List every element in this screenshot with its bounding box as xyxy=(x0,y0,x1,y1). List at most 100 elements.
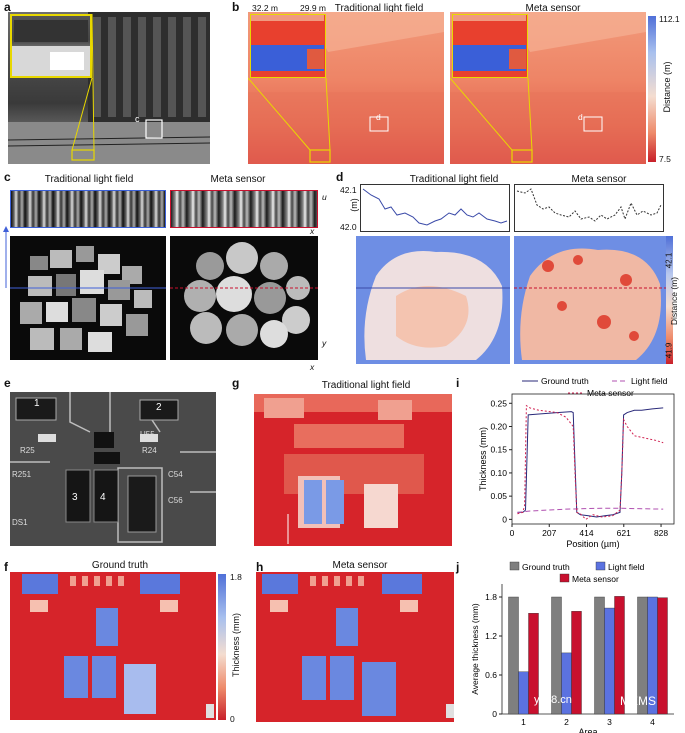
silk-u55: U55 xyxy=(140,430,155,439)
axis-y: y xyxy=(322,338,327,348)
legend-swatch xyxy=(559,573,570,583)
inset-b-meta xyxy=(452,14,528,78)
roi-label-d-right: d xyxy=(578,112,583,122)
title-b-traditional: Traditional light field xyxy=(334,3,424,14)
x-axis-label: Position (µm) xyxy=(566,539,619,549)
x-tick-label: 2 xyxy=(564,717,569,727)
epi-strip-meta xyxy=(170,190,318,228)
panel-letter-f: f xyxy=(4,560,8,574)
title-b-meta: Meta sensor xyxy=(525,3,581,14)
title-f: Ground truth xyxy=(91,560,149,571)
legend-label: Ground truth xyxy=(522,562,570,572)
bar-meta-sensor-area-1 xyxy=(528,613,539,715)
bar-light-field-area-1 xyxy=(518,671,529,715)
panel-letter-h: h xyxy=(256,560,264,574)
legend-label: Light field xyxy=(631,376,668,386)
axis-u: u xyxy=(322,192,327,202)
bar-light-field-area-3 xyxy=(604,607,615,715)
area-label-3: 3 xyxy=(72,492,78,503)
thickness-profile-chart: 0 0.05 0.10 0.15 0.20 0.25 0 207 414 621 828 Positi… xyxy=(478,376,675,549)
series-light-field xyxy=(517,507,664,513)
x-axis-label: Area xyxy=(578,727,597,733)
zoom-lines-a xyxy=(71,13,95,151)
arrow-c-left xyxy=(3,226,9,288)
panel-letter-j: j xyxy=(456,560,460,574)
bar-meta-sensor-area-3 xyxy=(614,596,625,715)
x-tick-label: 0 xyxy=(510,528,515,538)
legend-label: Meta sensor xyxy=(572,574,619,584)
watermark-left: ybx8.cn xyxy=(534,694,572,706)
panel-letter-c: c xyxy=(4,170,11,184)
profile-d-meta xyxy=(514,184,664,232)
title-c-traditional: Traditional light field xyxy=(44,174,134,185)
bar-ground-truth-area-3 xyxy=(594,596,605,715)
title-d-meta: Meta sensor xyxy=(571,174,627,185)
watermark-right: MEMS xyxy=(620,694,656,708)
panel-letter-i: i xyxy=(456,376,460,390)
y-tick-label: 0.25 xyxy=(490,398,507,408)
colorbar-f xyxy=(218,574,226,720)
x-tick-label: 4 xyxy=(650,717,655,727)
zoom-label-c: c xyxy=(135,114,140,124)
roi-label-d-left: d xyxy=(376,112,381,122)
axis-x-bottom: x xyxy=(310,362,315,372)
colorbar-d-min: 41.9 xyxy=(664,342,674,359)
thickness-map-ground-truth xyxy=(10,572,216,720)
crop-meta xyxy=(170,236,318,360)
y-tick-label: 0.05 xyxy=(490,491,507,501)
zoom-inset-a xyxy=(10,14,92,78)
colorbar-b-label: Distance (m) xyxy=(662,61,672,113)
colorbar-b-max: 112.1 xyxy=(659,14,680,24)
silk-r25: R25 xyxy=(20,446,35,455)
y-tick-label: 0 xyxy=(502,514,507,524)
profile-d-traditional xyxy=(360,184,510,232)
average-thickness-chart: 0 0.6 1.2 1.8 1 2 3 4 Area Average thickness (mm)… xyxy=(470,561,674,733)
colorbar-f-min: 0 xyxy=(230,714,235,724)
depth-map-meta xyxy=(450,12,646,164)
y-tick-label: 0.10 xyxy=(490,468,507,478)
x-tick-label: 828 xyxy=(654,528,668,538)
title-g: Traditional light field xyxy=(321,380,411,391)
legend-label: Meta sensor xyxy=(587,388,634,398)
panel-letter-e: e xyxy=(4,376,11,390)
series-ground-truth xyxy=(517,407,664,518)
inset-scale-right: 29.9 m xyxy=(300,3,326,13)
silk-c54: C54 xyxy=(168,470,183,479)
y-tick-label: 0.6 xyxy=(485,670,497,680)
x-tick-label: 207 xyxy=(542,528,556,538)
y-tick-label: 1.8 xyxy=(485,592,497,602)
colorbar-d-label: Distance (m) xyxy=(669,276,679,326)
legend-swatch xyxy=(595,561,606,571)
bar-ground-truth-area-1 xyxy=(508,596,519,715)
colorbar-b-min: 7.5 xyxy=(659,154,671,164)
bar-meta-sensor-area-2 xyxy=(571,611,582,715)
y-tick-label: 0.20 xyxy=(490,422,507,432)
y-tick-label: 0.15 xyxy=(490,445,507,455)
colorbar-b xyxy=(648,16,656,162)
crop-traditional xyxy=(10,236,166,360)
colorbar-f-label: Thickness (mm) xyxy=(231,613,241,678)
area-label-1: 1 xyxy=(34,398,40,409)
d-ytick-top: 42.1 xyxy=(340,185,357,195)
silk-ds1: DS1 xyxy=(12,518,28,527)
panel-letter-d: d xyxy=(336,170,344,184)
area-label-4: 4 xyxy=(100,492,106,503)
plot-frame xyxy=(511,393,675,525)
depth-crop-meta xyxy=(514,236,666,364)
title-d-traditional: Traditional light field xyxy=(409,174,499,185)
silk-r24: R24 xyxy=(142,446,157,455)
silk-r251: R251 xyxy=(12,470,32,479)
title-c-meta: Meta sensor xyxy=(210,174,266,185)
x-tick-label: 621 xyxy=(617,528,631,538)
d-ytick-bottom: 42.0 xyxy=(340,222,357,232)
panel-letter-b: b xyxy=(232,0,240,14)
x-tick-label: 3 xyxy=(607,717,612,727)
legend-swatch xyxy=(509,561,520,571)
inset-scale-left: 32.2 m xyxy=(252,3,278,13)
d-ylabel: (m) xyxy=(349,198,359,212)
legend-label: Light field xyxy=(608,562,645,572)
title-h: Meta sensor xyxy=(332,560,388,571)
building-photo xyxy=(8,12,210,164)
x-tick-label: 414 xyxy=(579,528,593,538)
colorbar-f-max: 1.8 xyxy=(230,572,242,582)
